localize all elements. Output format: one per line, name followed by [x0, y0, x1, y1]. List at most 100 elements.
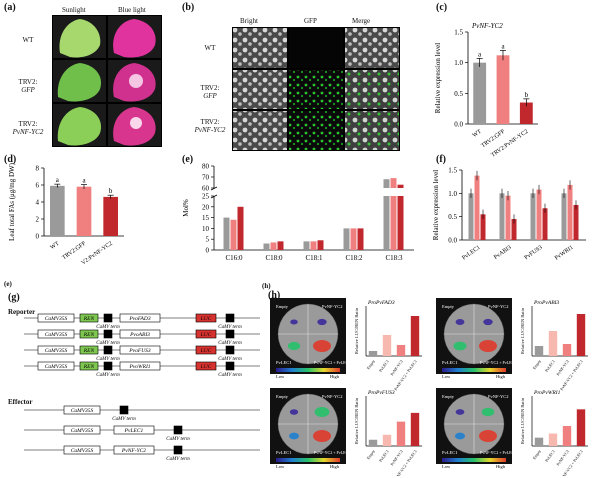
- panel-a-row-pvnfyc2: PvNF-YC2: [12, 128, 44, 136]
- axis-break-mark: [210, 186, 218, 191]
- luminescence-spot: [483, 318, 493, 326]
- terminator-box: [225, 361, 235, 371]
- x-tick-label: Empty: [532, 449, 542, 461]
- x-tick-label: WT: [49, 241, 60, 251]
- chart-title: ProPvWRI1: [533, 390, 561, 396]
- terminator-box: [173, 445, 183, 455]
- term-label: CaMV term: [166, 437, 190, 442]
- y-axis-label: Relative LUC/REN Ratio: [354, 397, 359, 444]
- bar-lower: [390, 196, 397, 250]
- effector-construct: CaMV35S PvNF-YC2: [24, 445, 260, 455]
- bar: [576, 314, 586, 356]
- bar: [410, 316, 420, 356]
- chart-c: 0.00.51.01.5aWTaTRV2:GFPbTRV2:PvNF-YC2Re…: [434, 22, 538, 159]
- bar: [542, 208, 548, 240]
- luminescence-scale: [442, 458, 506, 462]
- y-tick-label: 1.5: [448, 167, 457, 175]
- promoter-box-label: CaMV35S: [71, 448, 94, 454]
- y-tick-label: 5: [206, 236, 210, 244]
- term-label: CaMV term: [166, 457, 190, 462]
- x-tick-label: PvNF-YC2: [389, 449, 404, 467]
- terminator-box: [103, 329, 113, 339]
- luminescence-spot: [479, 340, 497, 352]
- y-axis-label: Relative LUC/REN Ratio: [520, 307, 525, 354]
- bar: [76, 186, 92, 236]
- bar: [548, 433, 558, 446]
- y-tick-label: 4: [36, 199, 40, 207]
- chart-title: ProPvFUS3: [367, 390, 395, 396]
- bar: [496, 55, 510, 124]
- leaf-sunlight-pvnfyc2: [53, 104, 106, 146]
- chart-f: 0.0 0.5 1.0 1.5 PvLEC1 PvABI3 PvFUS3 PvWRI1 Rela…: [432, 167, 586, 262]
- panel-h-label: (h): [268, 290, 281, 301]
- chart-title: ProPvABI3: [533, 300, 559, 306]
- x-tick-label: WT: [472, 129, 483, 139]
- bar: [230, 219, 237, 250]
- panel-b-row-wt: WT: [204, 44, 216, 52]
- terminator-box: [103, 313, 113, 323]
- panel-b-row-trv2-a: TRV2:: [200, 84, 220, 92]
- term-label: CaMV term: [96, 341, 120, 346]
- promoter-box-label: CaMV35S: [45, 332, 68, 338]
- panel-a-col-bluelight: Blue light: [118, 6, 146, 14]
- luminescence-scale: [276, 368, 340, 372]
- y-tick-label: 0: [36, 233, 40, 241]
- bar: [263, 243, 270, 250]
- leaf-blue-wt: [108, 16, 161, 58]
- micro-bright-gfp: [233, 70, 287, 109]
- term-label: CaMV term: [218, 357, 242, 362]
- bar: [473, 62, 487, 124]
- bar: [534, 346, 544, 356]
- ren-box: [79, 329, 99, 339]
- panel-b-micrographs: [232, 27, 400, 151]
- term-label: CaMV term: [96, 373, 120, 378]
- luc-box: [195, 329, 217, 339]
- axis-break-mark: [210, 194, 218, 199]
- y-tick-label: 0.5: [454, 90, 463, 98]
- bar: [382, 335, 392, 356]
- y-tick-label: 80: [202, 163, 210, 171]
- promoter-box-label: CaMV35S: [45, 316, 68, 322]
- micro-gfp-pvnfyc2: [289, 111, 343, 150]
- panel-a-row-trv2-b: TRV2:: [18, 120, 38, 128]
- bar: [350, 228, 357, 250]
- luminescence-scale: [276, 458, 340, 462]
- panel-b-col-gfp: GFP: [304, 17, 317, 25]
- luminescence-spot: [455, 319, 465, 325]
- luc-box-label: LUC: [200, 364, 212, 370]
- term-label: CaMV term: [112, 417, 136, 422]
- y-tick-label: 6: [36, 182, 40, 190]
- x-tick-label: PvNF-YC2: [555, 449, 570, 467]
- y-tick-label: 70: [202, 174, 210, 182]
- luc-box-label: LUC: [200, 332, 212, 338]
- ren-box-label: REN: [83, 364, 95, 370]
- panel-b-row-pvnfyc2: PvNF-YC2: [194, 126, 226, 134]
- micro-merge-wt: [345, 28, 399, 68]
- panel-a-row-gfp: GFP: [21, 86, 35, 94]
- promoter-box: [37, 345, 75, 355]
- bar: [573, 205, 579, 240]
- bar: [534, 437, 544, 446]
- bar: [310, 241, 317, 250]
- terminator-box: [225, 329, 235, 339]
- x-tick-label: PvLEC1: [378, 359, 390, 373]
- bar: [237, 206, 244, 250]
- scale-low-label: Low: [276, 374, 285, 379]
- bar: [317, 240, 324, 250]
- bar: [567, 184, 573, 240]
- promoter-box-label: CaMV35S: [45, 348, 68, 354]
- panel-b-label: (b): [182, 2, 195, 13]
- bar: [562, 344, 572, 356]
- reporter-promoter-box: [119, 329, 161, 339]
- y-tick-label: 60: [202, 185, 210, 193]
- quadrant-label-tl: Empty: [442, 304, 455, 309]
- panel-g-alt-label: (e): [4, 280, 12, 288]
- panel-b-col-merge: Merge: [352, 17, 371, 25]
- bar: [303, 241, 310, 250]
- panel-b-col-bright: Bright: [240, 17, 258, 25]
- bar-upper: [383, 179, 390, 188]
